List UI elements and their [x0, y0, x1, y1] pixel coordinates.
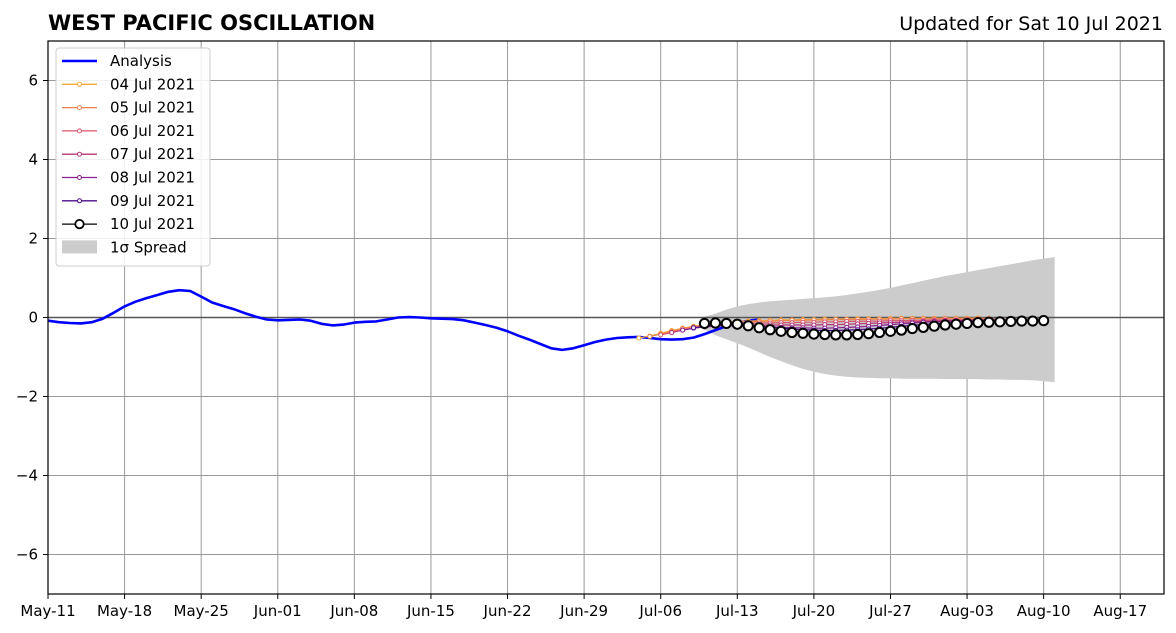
x-tick-label: May-18	[97, 602, 152, 620]
legend-label: 1σ Spread	[110, 238, 187, 256]
legend-item: 10 Jul 2021	[62, 215, 195, 233]
forecast-point	[939, 319, 951, 331]
forecast-point	[830, 329, 842, 341]
y-tick-label: 6	[28, 72, 38, 90]
forecast-point	[680, 327, 686, 333]
legend-item: 05 Jul 2021	[62, 99, 195, 117]
x-tick-label: Jun-01	[253, 602, 302, 620]
legend-marker	[77, 128, 82, 134]
legend-item: 09 Jul 2021	[62, 192, 195, 210]
forecast-point	[669, 330, 675, 336]
y-axis-ticks: −6 −4 −2 0 2 4 6	[16, 72, 48, 564]
x-tick-label: May-25	[174, 602, 229, 620]
forecast-point	[636, 335, 642, 341]
forecast-series-group	[636, 315, 1050, 341]
legend-label: 10 Jul 2021	[110, 215, 195, 233]
x-tick-label: Jun-15	[406, 602, 455, 620]
x-tick-label: Jul-27	[868, 602, 912, 620]
x-tick-label: Jun-29	[559, 602, 608, 620]
x-tick-label: Jul-06	[638, 602, 682, 620]
x-tick-label: Aug-10	[1017, 602, 1071, 620]
x-tick-label: Jun-22	[483, 602, 532, 620]
forecast-point	[808, 328, 820, 340]
analysis-line	[47, 288, 760, 352]
forecast-point	[1005, 315, 1017, 328]
y-tick-label: −6	[16, 546, 38, 564]
legend-label: 04 Jul 2021	[110, 75, 195, 93]
y-tick-label: −4	[16, 467, 38, 485]
legend-marker	[77, 151, 82, 157]
forecast-point	[698, 317, 711, 330]
legend-item: 08 Jul 2021	[62, 169, 195, 187]
analysis-series-group	[47, 288, 760, 352]
forecast-point	[753, 322, 765, 334]
forecast-point	[764, 324, 776, 336]
y-tick-label: 4	[28, 151, 38, 169]
legend-label: 07 Jul 2021	[110, 145, 195, 163]
forecast-point	[862, 328, 875, 340]
legend-marker	[77, 175, 82, 180]
x-tick-label: Jul-20	[792, 602, 836, 620]
legend-items: Analysis 04 Jul 2021 05 Jul 2021 06 Jul 202…	[62, 52, 195, 256]
legend-item: 07 Jul 2021	[62, 145, 195, 163]
forecast-point	[1016, 315, 1028, 327]
legend-swatch	[62, 240, 97, 254]
forecast-point	[852, 328, 864, 341]
legend-item: Analysis	[62, 52, 172, 70]
forecast-point	[691, 325, 697, 331]
forecast-point	[647, 333, 653, 339]
legend-marker	[74, 219, 85, 230]
forecast-point	[873, 326, 886, 339]
legend-item: 1σ Spread	[62, 238, 187, 256]
forecast-point	[786, 326, 798, 339]
forecast-point	[797, 327, 809, 339]
forecast-point	[994, 316, 1006, 328]
forecast-point	[731, 318, 743, 330]
forecast-point	[928, 320, 940, 332]
forecast-point	[917, 321, 929, 333]
y-tick-label: −2	[16, 388, 38, 406]
legend-marker	[77, 81, 82, 87]
legend-box	[55, 47, 211, 267]
x-tick-label: Jul-13	[715, 602, 759, 620]
forecast-point	[775, 325, 787, 337]
forecast-point	[983, 316, 995, 328]
y-tick-label: 2	[28, 230, 38, 248]
x-tick-label: Aug-03	[940, 602, 994, 620]
forecast-point	[884, 325, 897, 337]
forecast-point	[742, 320, 754, 332]
forecast-point	[658, 332, 664, 338]
legend-item: 04 Jul 2021	[62, 75, 195, 93]
x-axis-ticks: May-11 May-18 May-25 Jun-01 Jun-08 Jun-15 Jun-…	[20, 594, 1147, 620]
legend-item: 06 Jul 2021	[62, 122, 195, 140]
legend: Analysis 04 Jul 2021 05 Jul 2021 06 Jul 202…	[55, 47, 211, 267]
legend-marker	[77, 105, 82, 111]
legend-label: Analysis	[110, 52, 172, 70]
legend-marker	[77, 198, 82, 204]
chart-title: WEST PACIFIC OSCILLATION	[48, 11, 375, 35]
legend-label: 08 Jul 2021	[110, 169, 195, 187]
forecast-series	[698, 315, 1050, 341]
forecast-point	[709, 317, 722, 329]
chart-subtitle: Updated for Sat 10 Jul 2021	[899, 13, 1163, 35]
forecast-point	[841, 329, 853, 341]
forecast-point	[819, 328, 831, 341]
forecast-point	[972, 317, 984, 329]
forecast-point	[1027, 315, 1039, 327]
legend-label: 09 Jul 2021	[110, 192, 195, 210]
forecast-point	[720, 317, 732, 330]
forecast-point	[1038, 315, 1050, 327]
forecast-point	[950, 318, 962, 330]
x-tick-label: Jun-08	[329, 602, 378, 620]
forecast-point	[961, 317, 973, 330]
legend-label: 06 Jul 2021	[110, 122, 195, 140]
x-tick-label: May-11	[20, 602, 75, 620]
forecast-point	[895, 324, 908, 336]
forecast-point	[906, 322, 918, 335]
x-tick-label: Aug-17	[1093, 602, 1147, 620]
legend-label: 05 Jul 2021	[110, 99, 195, 117]
y-tick-label: 0	[28, 309, 38, 327]
